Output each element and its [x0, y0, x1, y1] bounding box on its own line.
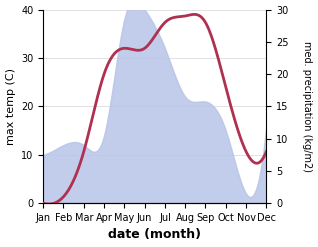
X-axis label: date (month): date (month) [108, 228, 201, 242]
Y-axis label: med. precipitation (kg/m2): med. precipitation (kg/m2) [302, 41, 313, 172]
Y-axis label: max temp (C): max temp (C) [5, 68, 16, 145]
